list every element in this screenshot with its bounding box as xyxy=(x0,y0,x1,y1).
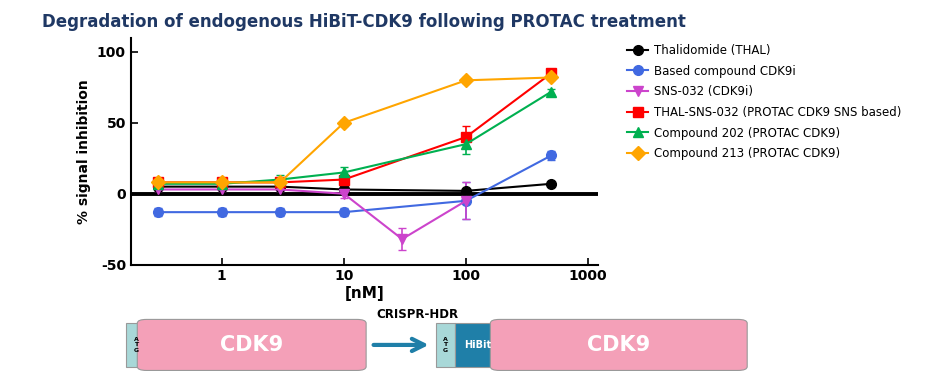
Text: CDK9: CDK9 xyxy=(587,335,650,355)
Text: A
T
G: A T G xyxy=(443,337,448,353)
Text: CRISPR-HDR: CRISPR-HDR xyxy=(376,308,459,321)
Title: Degradation of endogenous HiBiT-CDK9 following PROTAC treatment: Degradation of endogenous HiBiT-CDK9 fol… xyxy=(42,13,686,31)
Text: HiBit: HiBit xyxy=(463,340,491,350)
Y-axis label: % signal inhibition: % signal inhibition xyxy=(78,79,92,223)
Text: A
T
G: A T G xyxy=(134,337,139,353)
Text: CDK9: CDK9 xyxy=(220,335,283,355)
Legend: Thalidomide (THAL), Based compound CDK9i, SNS-032 (CDK9i), THAL-SNS-032 (PROTAC : Thalidomide (THAL), Based compound CDK9i… xyxy=(622,39,906,165)
X-axis label: [nM]: [nM] xyxy=(345,286,384,301)
